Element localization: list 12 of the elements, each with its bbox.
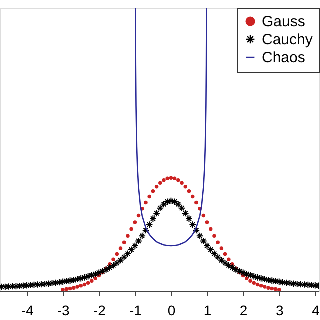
x-tick-label: -1 (129, 302, 142, 318)
legend-label: Chaos (262, 50, 306, 66)
legend-label: Cauchy (262, 32, 314, 48)
x-tick-label: 0 (168, 302, 176, 318)
x-tick-label: -3 (57, 302, 70, 318)
x-tick-label: -4 (21, 302, 34, 318)
x-tick-label: 2 (240, 302, 248, 318)
x-tick-label: 3 (276, 302, 284, 318)
legend-label: Gauss (262, 14, 306, 30)
x-tick-label: 4 (312, 302, 320, 318)
x-tick-label: -2 (93, 302, 106, 318)
x-tick-label: 1 (204, 302, 212, 318)
